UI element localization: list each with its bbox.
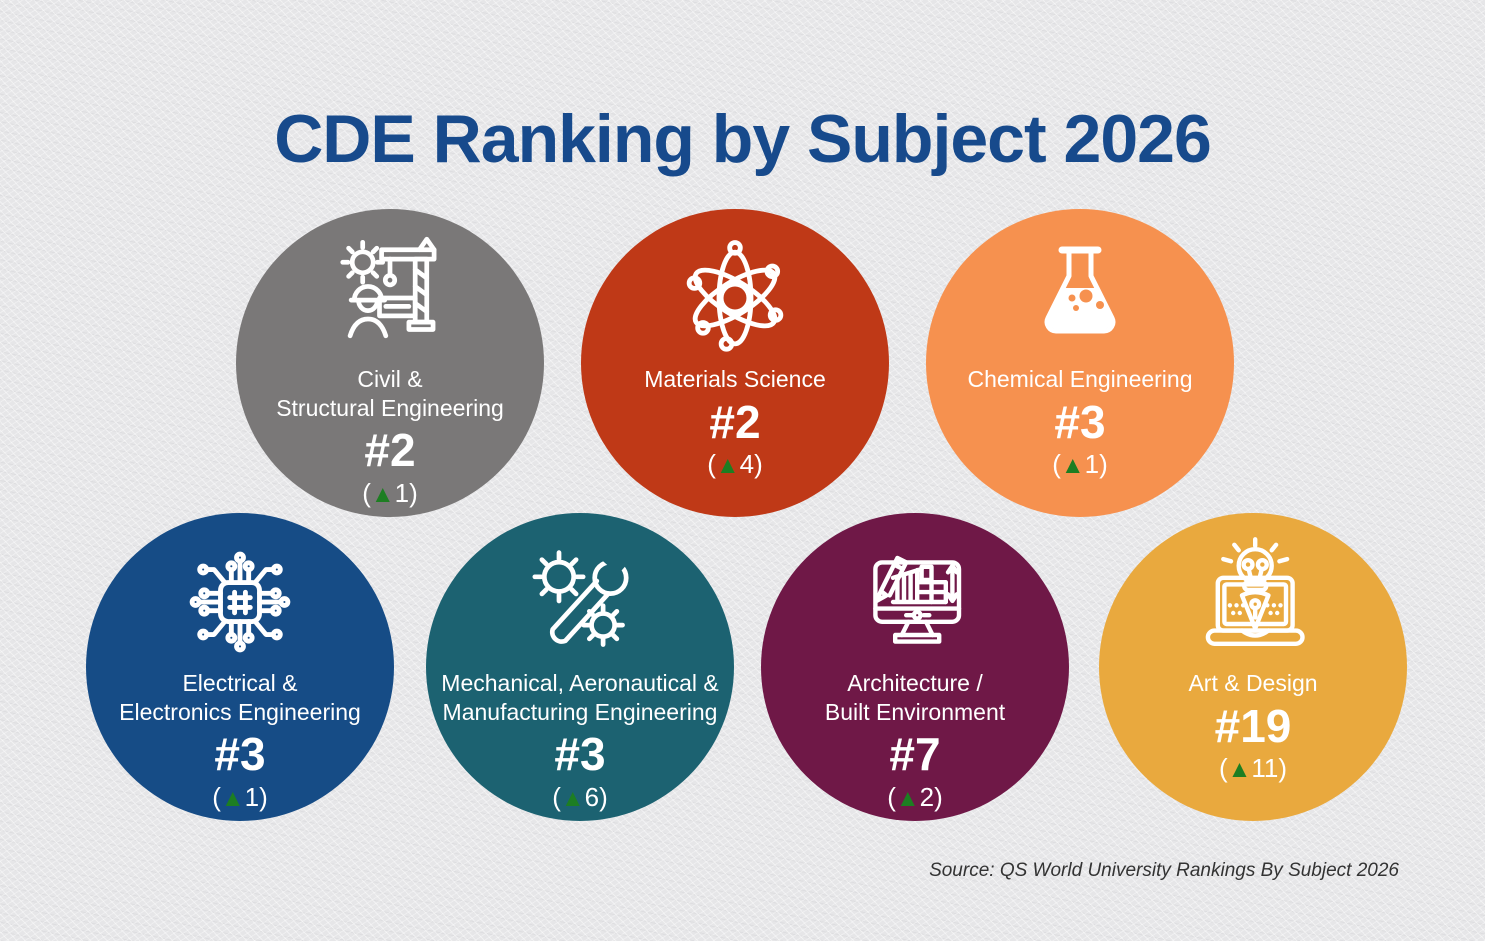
subject-change: (▲6) [552, 781, 608, 812]
change-value: 6) [584, 781, 608, 812]
paren-open: ( [1052, 449, 1061, 480]
atom-icon [671, 231, 799, 365]
up-triangle-icon: ▲ [1060, 452, 1085, 480]
subject-change: (▲1) [212, 781, 268, 812]
subject-name: Electrical & Electronics Engineering [119, 670, 361, 725]
microchip-icon [175, 535, 305, 669]
paren-open: ( [362, 477, 371, 508]
subject-name: Art & Design [1188, 670, 1318, 696]
up-triangle-icon: ▲ [1227, 756, 1252, 784]
paren-open: ( [552, 781, 561, 812]
subject-change: (▲2) [887, 781, 943, 812]
paren-open: ( [707, 449, 716, 480]
subject-name: Mechanical, Aeronautical & Manufacturing… [441, 670, 719, 725]
subject-rank: #2 [709, 395, 761, 448]
change-value: 4) [739, 449, 763, 480]
up-triangle-icon: ▲ [715, 452, 740, 480]
architecture-monitor-icon [849, 535, 981, 669]
subject-circle-chemical: Chemical Engineering #3 (▲1) [926, 209, 1234, 517]
up-triangle-icon: ▲ [370, 480, 395, 508]
subject-circle-architecture: Architecture / Built Environment #7 (▲2) [761, 513, 1069, 821]
subject-change: (▲1) [362, 477, 418, 508]
change-value: 11) [1251, 753, 1288, 784]
subject-circle-civil-structural: Civil & Structural Engineering #2 (▲1) [236, 209, 544, 517]
subject-rank: #19 [1214, 699, 1292, 752]
subject-rank: #7 [889, 728, 941, 781]
change-value: 2) [919, 781, 943, 812]
subject-circle-materials-science: Materials Science #2 (▲4) [581, 209, 889, 517]
paren-open: ( [212, 781, 221, 812]
subject-circle-art-design: Art & Design #19 (▲11) [1099, 513, 1407, 821]
up-triangle-icon: ▲ [560, 784, 585, 812]
subject-rank: #3 [554, 728, 606, 781]
construction-crane-icon [327, 231, 453, 365]
change-value: 1) [244, 781, 268, 812]
up-triangle-icon: ▲ [895, 784, 920, 812]
flask-icon [1020, 231, 1140, 365]
subject-change: (▲4) [707, 450, 763, 479]
paren-open: ( [887, 781, 896, 812]
subject-circle-mechanical: Mechanical, Aeronautical & Manufacturing… [426, 513, 734, 821]
change-value: 1) [394, 477, 418, 508]
subject-name: Architecture / Built Environment [824, 670, 1006, 725]
subject-name: Materials Science [644, 366, 826, 392]
source-note: Source: QS World University Rankings By … [929, 860, 1399, 881]
subject-change: (▲11) [1219, 754, 1287, 783]
subject-rank: #2 [364, 424, 416, 477]
subject-rank: #3 [1054, 395, 1106, 448]
subject-name: Chemical Engineering [967, 366, 1193, 392]
subject-rank: #3 [214, 728, 266, 781]
up-triangle-icon: ▲ [220, 784, 245, 812]
change-value: 1) [1084, 449, 1108, 480]
wrench-gears-icon [517, 535, 643, 669]
subject-change: (▲1) [1052, 450, 1108, 479]
laptop-bulb-pen-icon [1187, 535, 1319, 669]
paren-open: ( [1218, 753, 1228, 784]
subject-name: Civil & Structural Engineering [276, 366, 504, 421]
subject-circle-electrical-electronics: Electrical & Electronics Engineering #3 … [86, 513, 394, 821]
page-title: CDE Ranking by Subject 2026 [274, 100, 1212, 177]
